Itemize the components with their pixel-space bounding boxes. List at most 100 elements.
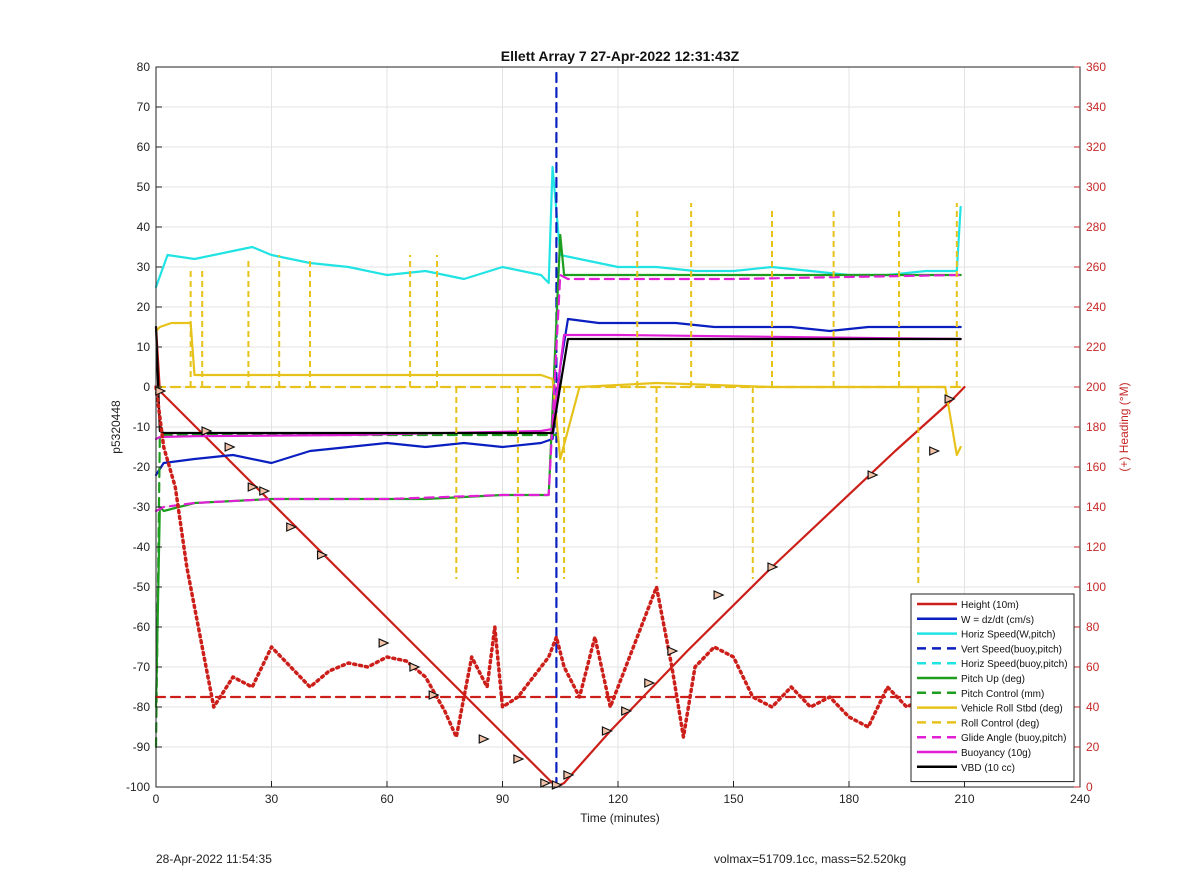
y-axis-label-left: p5320448 (109, 400, 123, 454)
y-tick-label-right: 320 (1086, 140, 1106, 154)
legend-label: Horiz Speed(buoy,pitch) (961, 659, 1068, 670)
y-tick-label-left: -70 (133, 660, 151, 674)
yo-marker (601, 726, 613, 736)
legend: Height (10m) W = dz/dt (cm/s) Horiz Speed(… (910, 593, 1075, 783)
series-line (154, 333, 962, 441)
y-tick-label-right: 0 (1086, 780, 1093, 794)
y-tick-label-right: 360 (1086, 60, 1106, 74)
y-tick-label-left: -40 (133, 540, 151, 554)
y-tick-label-left: -60 (133, 620, 151, 634)
yo-marker (224, 442, 236, 452)
legend-label: Vehicle Roll Stbd (deg) (961, 704, 1063, 715)
y-tick-label-right: 80 (1086, 620, 1100, 634)
yo-marker (944, 394, 956, 404)
x-tick-label: 210 (954, 792, 974, 806)
y-tick-label-left: 60 (137, 140, 151, 154)
y-tick-label-right: 40 (1086, 700, 1100, 714)
yo-marker (201, 426, 213, 436)
yo-marker (409, 662, 421, 672)
y-tick-label-right: 340 (1086, 100, 1106, 114)
yo-marker (513, 754, 525, 764)
legend-label: Vert Speed(buoy,pitch) (961, 644, 1062, 655)
y-tick-label-left: -50 (133, 580, 151, 594)
y-tick-label-right: 120 (1086, 540, 1106, 554)
legend-label: Glide Angle (buoy,pitch) (961, 733, 1066, 744)
y-tick-label-left: 20 (137, 300, 151, 314)
legend-label: Pitch Up (deg) (961, 674, 1025, 685)
x-tick-label: 60 (380, 792, 394, 806)
x-axis-label: Time (minutes) (580, 811, 660, 825)
y-tick-label-left: -20 (133, 460, 151, 474)
y-tick-label-left: 70 (137, 100, 151, 114)
x-tick-label: 120 (608, 792, 628, 806)
series-line (154, 325, 962, 435)
yo-marker (867, 470, 879, 480)
chart-title: Ellett Array 7 27-Apr-2022 12:31:43Z (501, 48, 740, 64)
y-tick-label-left: 30 (137, 260, 151, 274)
series-line (154, 165, 962, 289)
y-tick-label-right: 180 (1086, 420, 1106, 434)
y-tick-label-right: 300 (1086, 180, 1106, 194)
legend-label: Height (10m) (961, 600, 1019, 611)
x-tick-label: 0 (153, 792, 160, 806)
legend-label: Roll Control (deg) (961, 718, 1039, 729)
y-tick-label-left: 40 (137, 220, 151, 234)
legend-label: Buoyancy (10g) (961, 748, 1031, 759)
x-tick-label: 30 (265, 792, 279, 806)
yo-marker (259, 486, 271, 496)
y-tick-label-right: 220 (1086, 340, 1106, 354)
y-axis-label-right: (+) Heading (°M) (1117, 382, 1131, 471)
x-tick-label: 150 (723, 792, 743, 806)
y-tick-label-right: 260 (1086, 260, 1106, 274)
footer-volmax-mass: volmax=51709.1cc, mass=52.520kg (714, 852, 907, 866)
yo-marker (540, 778, 552, 788)
x-tick-label: 90 (496, 792, 510, 806)
yo-marker (247, 482, 259, 492)
yo-marker (667, 646, 679, 656)
y-tick-label-right: 60 (1086, 660, 1100, 674)
yo-marker (767, 562, 779, 572)
axes: 0 30 60 90 120 150 180 210 240-100-90-80-70-60-5… (126, 60, 1106, 806)
y-tick-label-left: -100 (126, 780, 150, 794)
y-tick-label-left: 10 (137, 340, 151, 354)
y-tick-label-right: 280 (1086, 220, 1106, 234)
y-tick-label-right: 100 (1086, 580, 1106, 594)
y-tick-label-left: -80 (133, 700, 151, 714)
yo-marker (563, 770, 575, 780)
series-line (154, 385, 963, 739)
yo-marker (428, 690, 440, 700)
yo-marker (929, 446, 941, 456)
markers-layer (155, 386, 956, 790)
legend-label: VBD (10 cc) (961, 763, 1015, 774)
yo-marker (621, 706, 633, 716)
legend-label: W = dz/dt (cm/s) (961, 615, 1034, 626)
y-tick-label-right: 160 (1086, 460, 1106, 474)
yo-marker (316, 550, 329, 560)
x-tick-label: 240 (1070, 792, 1090, 806)
legend-label: Pitch Control (mm) (961, 689, 1044, 700)
series-layer (154, 69, 966, 789)
legend-box (910, 593, 1075, 783)
x-tick-label: 180 (839, 792, 859, 806)
y-tick-label-right: 240 (1086, 300, 1106, 314)
y-tick-label-left: 0 (143, 380, 150, 394)
series-line (154, 433, 558, 749)
y-tick-label-left: -10 (133, 420, 151, 434)
yo-marker (378, 638, 390, 648)
y-tick-label-left: -90 (133, 740, 151, 754)
yo-marker (478, 734, 490, 744)
yo-marker (713, 590, 725, 600)
series-line (154, 325, 966, 789)
y-tick-label-right: 20 (1086, 740, 1100, 754)
y-tick-label-left: -30 (133, 500, 151, 514)
y-tick-label-right: 140 (1086, 500, 1106, 514)
y-tick-label-left: 80 (137, 60, 151, 74)
series-line (154, 273, 962, 513)
y-tick-label-right: 200 (1086, 380, 1106, 394)
yo-marker (286, 522, 298, 532)
footer-date: 28-Apr-2022 11:54:35 (156, 852, 272, 866)
y-tick-label-left: 50 (137, 180, 151, 194)
yo-marker (644, 678, 656, 688)
legend-label: Horiz Speed(W,pitch) (961, 630, 1055, 641)
